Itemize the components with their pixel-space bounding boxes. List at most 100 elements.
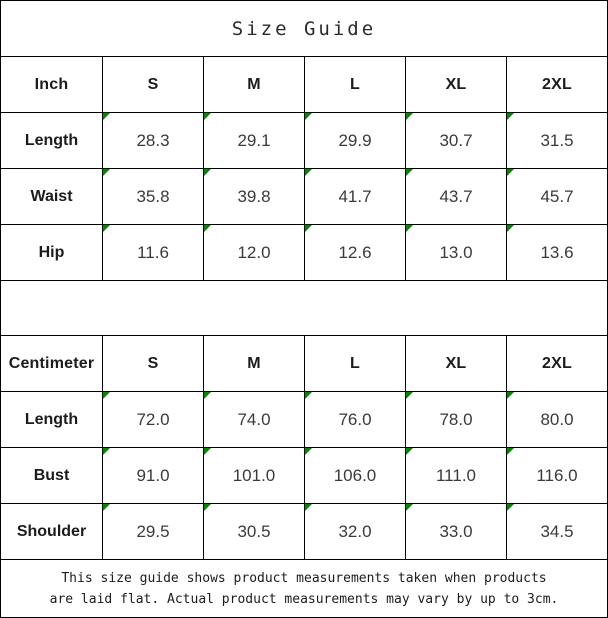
row-label: Bust <box>33 466 70 484</box>
measurement-cell: 45.7 <box>507 169 608 225</box>
centimeter-column-header-l: L <box>305 336 406 392</box>
size-guide-title-row: Size Guide <box>1 1 608 57</box>
centimeter-table-header-row: Centimeter S M L XL 2XL <box>1 336 608 392</box>
measurement-value: 30.5 <box>237 521 271 541</box>
measurement-cell: 34.5 <box>507 504 608 560</box>
measurement-value: 11.6 <box>137 242 169 262</box>
measurement-value: 31.5 <box>540 130 574 150</box>
measurement-value: 35.8 <box>136 186 170 206</box>
measurement-cell: 106.0 <box>305 448 406 504</box>
measurement-cell: 116.0 <box>507 448 608 504</box>
row-label-cell: Shoulder <box>1 504 103 560</box>
measurement-cell: 78.0 <box>406 392 507 448</box>
centimeter-unit-label: Centimeter <box>8 354 95 372</box>
measurement-cell: 30.5 <box>204 504 305 560</box>
measurement-cell: 43.7 <box>406 169 507 225</box>
column-header-label: M <box>247 354 261 372</box>
measurement-cell: 39.8 <box>204 169 305 225</box>
measurement-value: 41.7 <box>338 186 372 206</box>
measurement-value: 45.7 <box>540 186 574 206</box>
measurement-value: 13.0 <box>439 242 473 262</box>
measurement-cell: 32.0 <box>305 504 406 560</box>
inch-unit-label: Inch <box>34 75 69 93</box>
measurement-value: 74.0 <box>237 409 271 429</box>
measurement-cell: 35.8 <box>103 169 204 225</box>
measurement-value: 12.6 <box>338 242 372 262</box>
measurement-value: 29.1 <box>237 130 271 150</box>
row-label-cell: Waist <box>1 169 103 225</box>
row-label: Shoulder <box>16 522 87 540</box>
measurement-cell: 80.0 <box>507 392 608 448</box>
measurement-cell: 91.0 <box>103 448 204 504</box>
table-separator-band <box>1 281 608 336</box>
column-header-label: 2XL <box>542 75 572 93</box>
measurement-cell: 29.5 <box>103 504 204 560</box>
measurement-value: 30.7 <box>439 130 473 150</box>
measurement-value: 29.9 <box>338 130 372 150</box>
row-label: Length <box>24 410 79 428</box>
measurement-cell: 11.6 <box>103 225 204 281</box>
centimeter-column-header-s: S <box>103 336 204 392</box>
measurement-cell: 30.7 <box>406 113 507 169</box>
note-line-1: This size guide shows product measuremen… <box>61 570 547 586</box>
inch-table-header-row: Inch S M L XL 2XL <box>1 57 608 113</box>
page-title: Size Guide <box>231 17 377 40</box>
measurement-value: 72.0 <box>136 409 170 429</box>
measurement-cell: 74.0 <box>204 392 305 448</box>
measurement-cell: 101.0 <box>204 448 305 504</box>
measurement-value: 33.0 <box>439 521 473 541</box>
table-row: Length 72.0 74.0 76.0 78.0 80.0 <box>1 392 608 448</box>
measurement-value: 78.0 <box>439 409 473 429</box>
inch-column-header-xl: XL <box>406 57 507 113</box>
measurement-value: 80.0 <box>540 409 574 429</box>
column-header-label: S <box>147 75 159 93</box>
measurement-cell: 12.0 <box>204 225 305 281</box>
table-row: Waist 35.8 39.8 41.7 43.7 45.7 <box>1 169 608 225</box>
measurement-value: 91.0 <box>136 465 170 485</box>
column-header-label: 2XL <box>542 354 572 372</box>
measurement-cell: 33.0 <box>406 504 507 560</box>
row-label: Waist <box>30 187 73 205</box>
measurement-cell: 41.7 <box>305 169 406 225</box>
column-header-label: L <box>350 75 360 93</box>
centimeter-column-header-m: M <box>204 336 305 392</box>
measurement-value: 39.8 <box>237 186 271 206</box>
table-row: Bust 91.0 101.0 106.0 111.0 116.0 <box>1 448 608 504</box>
measurement-value: 111.0 <box>435 465 477 485</box>
centimeter-unit-header-cell: Centimeter <box>1 336 103 392</box>
measurement-cell: 12.6 <box>305 225 406 281</box>
row-label-cell: Hip <box>1 225 103 281</box>
measurement-value: 32.0 <box>338 521 372 541</box>
column-header-label: XL <box>445 354 467 372</box>
measurement-cell: 29.1 <box>204 113 305 169</box>
row-label-cell: Length <box>1 113 103 169</box>
centimeter-column-header-xl: XL <box>406 336 507 392</box>
measurement-cell: 111.0 <box>406 448 507 504</box>
measurement-cell: 76.0 <box>305 392 406 448</box>
measurement-cell: 31.5 <box>507 113 608 169</box>
inch-column-header-l: L <box>305 57 406 113</box>
measurement-value: 43.7 <box>439 186 473 206</box>
table-row: Shoulder 29.5 30.5 32.0 33.0 34.5 <box>1 504 608 560</box>
row-label: Length <box>24 131 79 149</box>
row-label-cell: Length <box>1 392 103 448</box>
column-header-label: XL <box>445 75 467 93</box>
measurement-value: 106.0 <box>333 465 377 485</box>
measurement-value: 29.5 <box>136 521 170 541</box>
measurement-value: 34.5 <box>540 521 574 541</box>
column-header-label: S <box>147 354 159 372</box>
table-row: Hip 11.6 12.0 12.6 13.0 13.6 <box>1 225 608 281</box>
row-label-cell: Bust <box>1 448 103 504</box>
column-header-label: L <box>350 354 360 372</box>
inch-column-header-s: S <box>103 57 204 113</box>
table-row: Length 28.3 29.1 29.9 30.7 31.5 <box>1 113 608 169</box>
row-label: Hip <box>38 243 65 261</box>
measurement-cell: 13.6 <box>507 225 608 281</box>
measurement-value: 76.0 <box>338 409 372 429</box>
note-line-2: are laid flat. Actual product measuremen… <box>49 591 559 607</box>
column-header-label: M <box>247 75 261 93</box>
measurement-cell: 29.9 <box>305 113 406 169</box>
measurement-cell: 28.3 <box>103 113 204 169</box>
measurement-value: 28.3 <box>136 130 170 150</box>
